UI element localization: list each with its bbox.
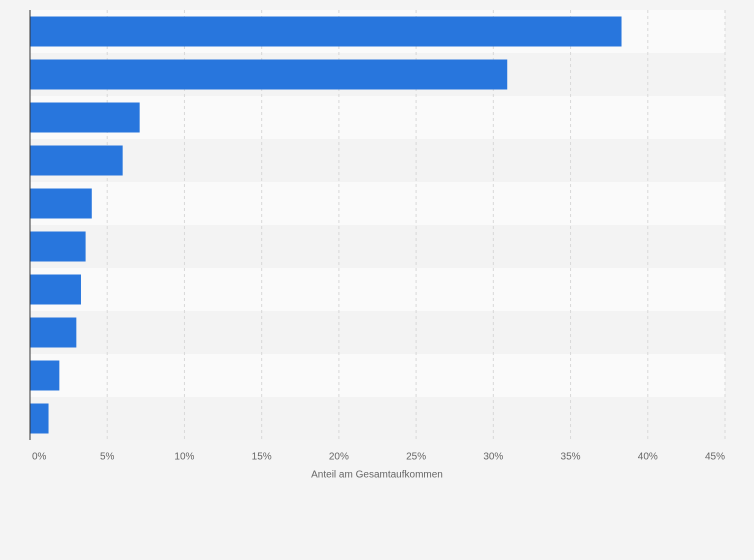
- bar: [30, 59, 508, 90]
- row-band: [30, 268, 725, 311]
- bar: [30, 274, 81, 305]
- bar: [30, 231, 86, 262]
- row-band: [30, 96, 725, 139]
- bar: [30, 317, 77, 348]
- bar: [30, 145, 123, 176]
- bar: [30, 16, 622, 47]
- x-tick-label: 20%: [329, 452, 349, 463]
- x-tick-label: 5%: [100, 452, 115, 463]
- row-band: [30, 311, 725, 354]
- row-band: [30, 397, 725, 440]
- bar: [30, 102, 140, 133]
- x-tick-label: 40%: [638, 452, 658, 463]
- x-tick-label: 0%: [32, 452, 47, 463]
- row-band: [30, 225, 725, 268]
- row-band: [30, 139, 725, 182]
- x-tick-label: 35%: [561, 452, 581, 463]
- x-tick-label: 15%: [252, 452, 272, 463]
- bar: [30, 188, 92, 219]
- x-axis-title: Anteil am Gesamtaufkommen: [311, 470, 443, 481]
- bar: [30, 403, 49, 434]
- x-tick-label: 10%: [174, 452, 194, 463]
- bar: [30, 360, 60, 391]
- x-tick-label: 30%: [483, 452, 503, 463]
- x-tick-label: 25%: [406, 452, 426, 463]
- row-band: [30, 182, 725, 225]
- row-band: [30, 354, 725, 397]
- x-tick-label: 45%: [705, 452, 725, 463]
